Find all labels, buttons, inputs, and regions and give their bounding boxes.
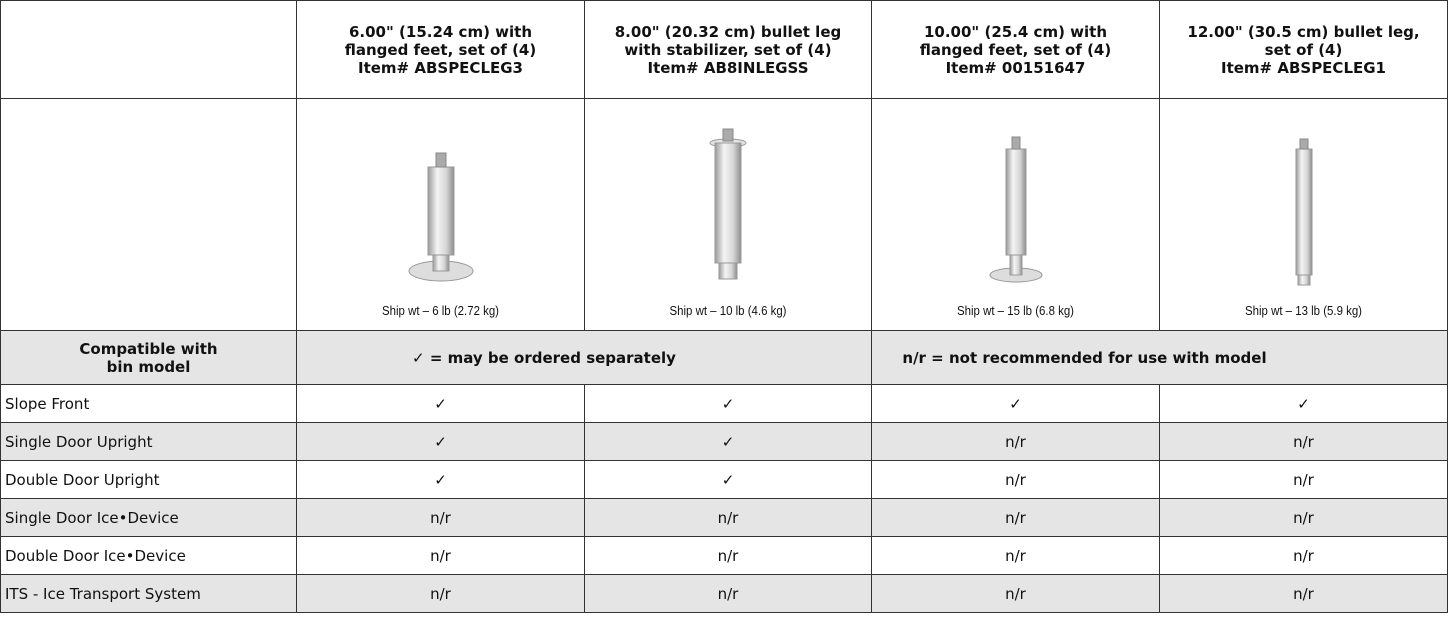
cell: n/r xyxy=(1160,461,1448,499)
leg-image xyxy=(688,119,768,289)
cell: n/r xyxy=(297,499,585,537)
cell: ✓ xyxy=(585,385,872,423)
row-label: Slope Front xyxy=(1,385,297,423)
leg-table: 6.00" (15.24 cm) withflanged feet, set o… xyxy=(0,0,1448,613)
row-label: Double Door Ice•Device xyxy=(1,537,297,575)
line: Item# ABSPECLEG3 xyxy=(297,59,584,77)
ship-weight: Ship wt – 6 lb (2.72 kg) xyxy=(314,303,567,330)
cell: n/r xyxy=(872,499,1160,537)
cell: n/r xyxy=(872,423,1160,461)
cell: n/r xyxy=(297,537,585,575)
line: 8.00" (20.32 cm) bullet leg xyxy=(585,23,871,41)
line: flanged feet, set of (4) xyxy=(872,41,1159,59)
corner xyxy=(1,1,297,99)
line: flanged feet, set of (4) xyxy=(297,41,584,59)
row-label: Double Door Upright xyxy=(1,461,297,499)
cell: n/r xyxy=(1160,423,1448,461)
leg-image xyxy=(401,139,481,289)
line: with stabilizer, set of (4) xyxy=(585,41,871,59)
cell: n/r xyxy=(585,575,872,613)
page: 6.00" (15.24 cm) withflanged feet, set o… xyxy=(0,0,1448,617)
legend-nr: n/r = not recommended for use with model xyxy=(872,331,1448,385)
row-label: ITS - Ice Transport System xyxy=(1,575,297,613)
image-cell: Ship wt – 13 lb (5.9 kg) xyxy=(1160,99,1448,331)
line: 6.00" (15.24 cm) with xyxy=(297,23,584,41)
table-row: Slope Front✓✓✓✓ xyxy=(1,385,1448,423)
cell: n/r xyxy=(872,575,1160,613)
cell: ✓ xyxy=(872,385,1160,423)
line: set of (4) xyxy=(1160,41,1447,59)
line: Item# AB8INLEGSS xyxy=(585,59,871,77)
cell: n/r xyxy=(297,575,585,613)
empty-cell xyxy=(1,99,297,331)
col-header: 12.00" (30.5 cm) bullet leg,set of (4)It… xyxy=(1160,1,1448,99)
line: Item# ABSPECLEG1 xyxy=(1160,59,1447,77)
line: 12.00" (30.5 cm) bullet leg, xyxy=(1160,23,1447,41)
leg-image xyxy=(1264,129,1344,289)
cell: n/r xyxy=(1160,537,1448,575)
row-label: Single Door Ice•Device xyxy=(1,499,297,537)
cell: ✓ xyxy=(585,423,872,461)
image-cell: Ship wt – 15 lb (6.8 kg) xyxy=(872,99,1160,331)
legend-check: ✓ = may be ordered separately xyxy=(297,331,872,385)
cell: n/r xyxy=(1160,575,1448,613)
cell: n/r xyxy=(872,537,1160,575)
cell: ✓ xyxy=(585,461,872,499)
ship-weight: Ship wt – 15 lb (6.8 kg) xyxy=(889,303,1142,330)
ship-weight: Ship wt – 10 lb (4.6 kg) xyxy=(602,303,854,330)
cell: n/r xyxy=(872,461,1160,499)
image-cell: Ship wt – 10 lb (4.6 kg) xyxy=(585,99,872,331)
ship-weight: Ship wt – 13 lb (5.9 kg) xyxy=(1177,303,1430,330)
row-label: Single Door Upright xyxy=(1,423,297,461)
image-cell: Ship wt – 6 lb (2.72 kg) xyxy=(297,99,585,331)
cell: ✓ xyxy=(297,423,585,461)
leg-image xyxy=(976,129,1056,289)
cell: ✓ xyxy=(297,461,585,499)
line: bin model xyxy=(1,358,296,376)
line: 10.00" (25.4 cm) with xyxy=(872,23,1159,41)
cell: ✓ xyxy=(297,385,585,423)
cell: ✓ xyxy=(1160,385,1448,423)
image-row: Ship wt – 6 lb (2.72 kg) Ship wt – 10 lb… xyxy=(1,99,1448,331)
cell: n/r xyxy=(585,537,872,575)
cell: n/r xyxy=(1160,499,1448,537)
cell: n/r xyxy=(585,499,872,537)
line: Item# 00151647 xyxy=(872,59,1159,77)
line: Compatible with xyxy=(1,340,296,358)
